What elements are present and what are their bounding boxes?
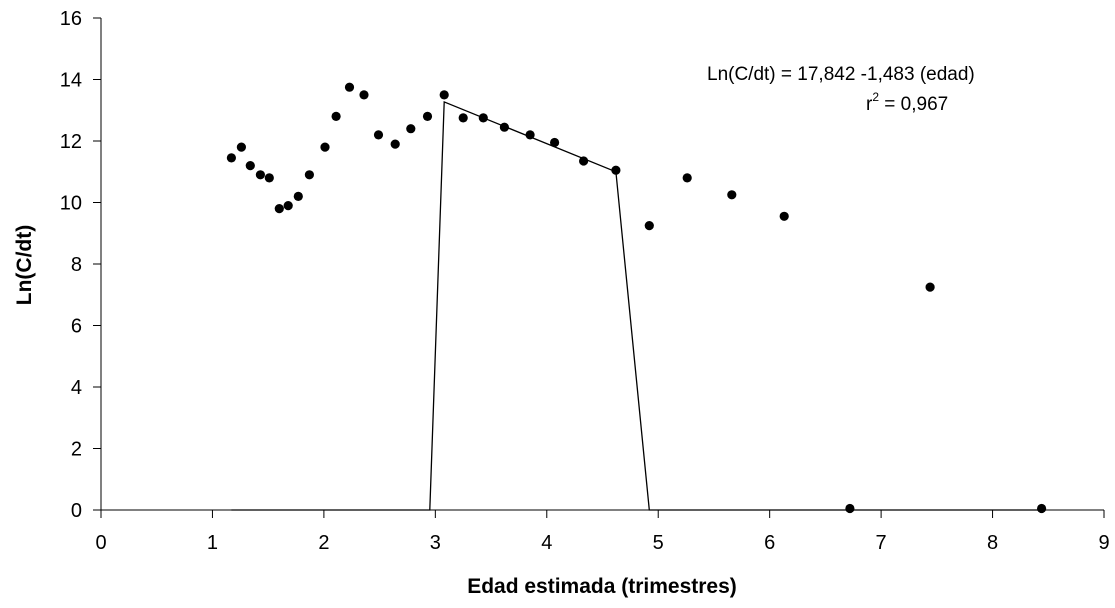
data-points-layer (226, 82, 1047, 514)
data-point (406, 124, 416, 134)
data-point (682, 173, 692, 183)
r2-label: r (866, 94, 873, 115)
data-point (390, 139, 400, 149)
y-tick-label: 2 (71, 439, 82, 461)
data-point (344, 82, 355, 92)
data-point (845, 503, 855, 514)
x-tick-label: 3 (430, 532, 441, 554)
y-tick-label: 4 (71, 377, 82, 399)
data-point (274, 204, 284, 214)
data-point (439, 90, 449, 100)
y-axis-title: Ln(C/dt) (13, 225, 36, 305)
y-tick-label: 8 (71, 254, 82, 276)
data-point (478, 113, 488, 123)
x-tick-label: 2 (318, 532, 329, 554)
data-point (359, 90, 369, 100)
x-tick-label: 4 (541, 532, 552, 554)
x-axis-title: Edad estimada (trimestres) (467, 575, 737, 598)
x-tick-label: 6 (764, 532, 775, 554)
data-point (525, 130, 535, 140)
data-point (293, 191, 303, 201)
x-tick-label: 1 (207, 532, 218, 554)
x-tick-label: 7 (876, 532, 887, 554)
data-point (226, 153, 236, 163)
fit-line (231, 100, 1042, 511)
r2-exponent: 2 (872, 90, 879, 104)
data-point (1037, 503, 1047, 514)
y-tick-label: 0 (71, 500, 82, 522)
r2-value: = 0,967 (879, 94, 948, 115)
data-point (373, 130, 384, 140)
x-tick-label: 8 (987, 532, 998, 554)
data-point (255, 170, 265, 180)
data-point (458, 113, 468, 123)
data-point (644, 221, 654, 231)
data-point (579, 156, 589, 166)
x-tick-label: 5 (653, 532, 664, 554)
data-point (422, 111, 433, 121)
data-point (499, 122, 509, 132)
data-point (264, 173, 274, 183)
data-point (779, 211, 789, 221)
data-point (304, 170, 314, 180)
y-tick-label: 16 (60, 8, 82, 30)
x-tick-label: 0 (95, 532, 106, 554)
data-point (925, 282, 935, 292)
y-tick-label: 14 (60, 70, 82, 92)
data-point (727, 190, 737, 200)
data-point (283, 201, 293, 211)
data-point (550, 137, 560, 148)
data-point (245, 161, 255, 171)
data-point (236, 142, 246, 152)
data-point (320, 142, 330, 152)
y-tick-label: 12 (60, 131, 82, 153)
y-tick-label: 6 (71, 316, 82, 338)
fit-line-layer (231, 100, 1042, 511)
axes (100, 18, 1104, 511)
y-tick-label: 10 (60, 193, 82, 215)
data-point (331, 111, 341, 121)
equation-annotation: Ln(C/dt) = 17,842 -1,483 (edad) (707, 64, 975, 85)
x-tick-label: 9 (1098, 532, 1109, 554)
data-point (611, 165, 621, 175)
r2-annotation: r2 = 0,967 (866, 90, 948, 115)
